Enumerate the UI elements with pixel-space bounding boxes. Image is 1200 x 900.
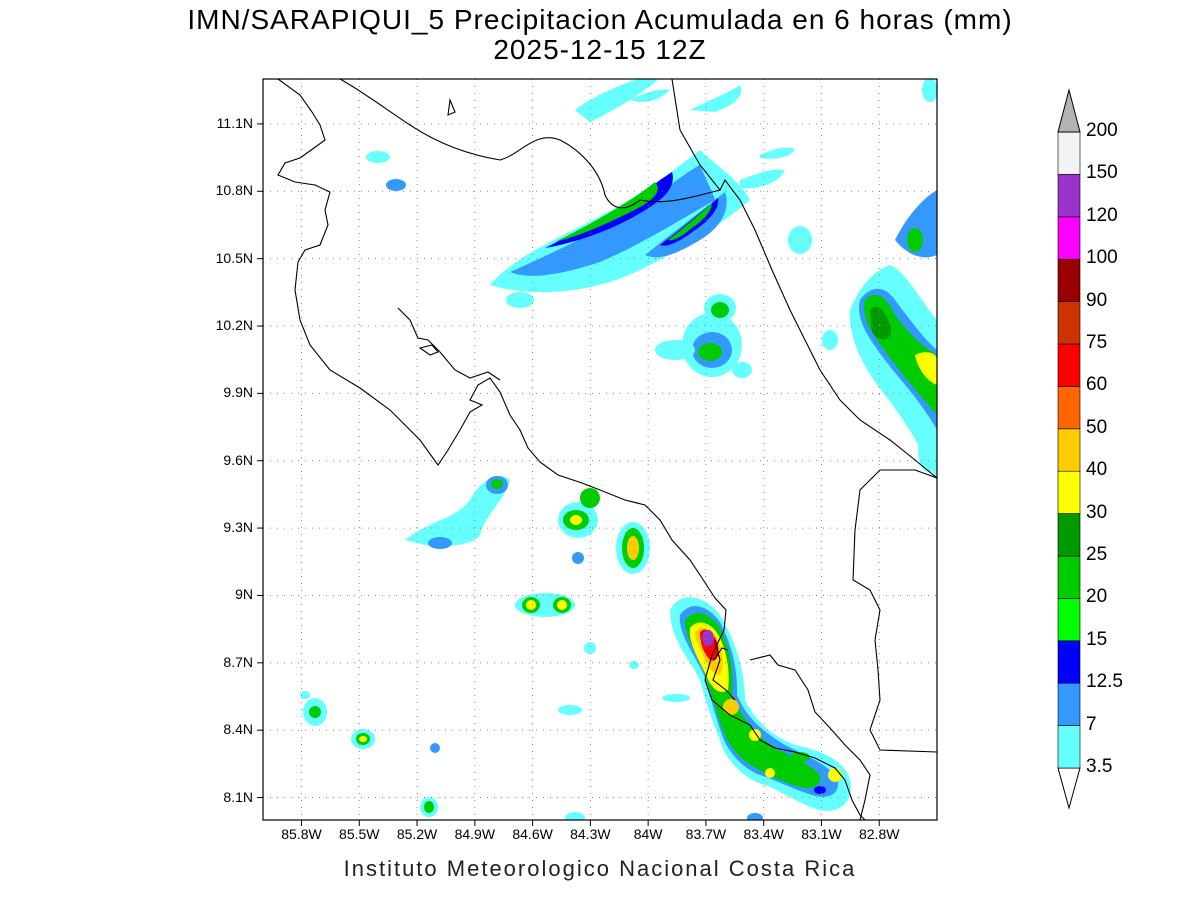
longitude-tick-label: 85.2W xyxy=(396,826,438,842)
rain-band-pacific xyxy=(670,597,851,811)
colorbar-level-label: 100 xyxy=(1086,247,1118,269)
map-title: IMN/SARAPIQUI_5 Precipitacion Acumulada … xyxy=(187,4,1013,35)
colorbar-swatch xyxy=(1057,174,1081,218)
colorbar-swatch xyxy=(1057,216,1081,260)
rain-blobs-central xyxy=(366,151,838,378)
colorbar-swatch xyxy=(1057,640,1081,684)
longitude-tick-label: 85.8W xyxy=(281,826,322,842)
colorbar-level-label: 20 xyxy=(1086,586,1108,608)
axis-ticks xyxy=(257,123,880,826)
colorbar-level-label: 3.5 xyxy=(1086,756,1113,777)
colorbar-level-label: 120 xyxy=(1086,204,1118,226)
latitude-tick-label: 10.5N xyxy=(215,249,253,266)
latitude-tick-label: 9N xyxy=(235,586,253,603)
longitude-tick-label: 83.1W xyxy=(801,826,842,842)
colorbar-swatch xyxy=(1057,301,1081,345)
rain-band-northwest xyxy=(490,79,795,293)
credit-footer: Instituto Meteorologico Nacional Costa R… xyxy=(343,856,857,881)
colorbar-level-label: 200 xyxy=(1086,120,1118,141)
latitude-tick-label: 9.6N xyxy=(223,451,253,468)
colorbar-swatch xyxy=(1057,555,1081,599)
latitude-tick-label: 8.7N xyxy=(223,653,253,670)
rain-band-caribbean xyxy=(849,79,937,480)
colorbar-swatch xyxy=(1057,258,1081,302)
longitude-tick-label: 84.3W xyxy=(570,826,611,842)
colorbar xyxy=(1057,88,1081,810)
colorbar-swatch xyxy=(1057,682,1081,726)
colorbar-arrow-low xyxy=(1057,767,1081,810)
colorbar-level-label: 7 xyxy=(1086,713,1097,735)
colorbar-level-label: 30 xyxy=(1086,501,1108,523)
colorbar-swatch xyxy=(1057,131,1081,175)
latitude-tick-label: 9.3N xyxy=(223,519,253,536)
colorbar-level-label: 50 xyxy=(1086,416,1108,438)
colorbar-level-label: 75 xyxy=(1086,332,1108,353)
colorbar-swatch xyxy=(1057,386,1081,430)
colorbar-swatch xyxy=(1057,598,1081,642)
rain-blobs-south xyxy=(300,476,763,820)
latitude-tick-label: 10.8N xyxy=(215,182,253,199)
latitude-tick-label: 10.2N xyxy=(215,317,253,333)
latitude-tick-label: 8.1N xyxy=(223,788,253,805)
colorbar-level-label: 60 xyxy=(1086,374,1108,396)
colorbar-arrow-high xyxy=(1057,88,1081,133)
longitude-tick-label: 82.8W xyxy=(858,826,900,842)
longitude-tick-label: 83.4W xyxy=(743,826,784,842)
longitude-tick-label: 84W xyxy=(633,826,663,842)
latitude-tick-label: 8.4N xyxy=(223,721,253,738)
colorbar-level-label: 90 xyxy=(1086,289,1108,311)
longitude-tick-label: 84.6W xyxy=(512,826,553,842)
colorbar-swatch xyxy=(1057,513,1081,557)
longitude-tick-label: 85.5W xyxy=(339,826,380,842)
map-frame xyxy=(262,78,938,821)
colorbar-level-label: 25 xyxy=(1086,544,1108,565)
colorbar-level-label: 15 xyxy=(1086,628,1108,650)
latitude-tick-label: 9.9N xyxy=(223,384,253,401)
latitude-tick-label: 11.1N xyxy=(216,114,253,131)
longitude-tick-label: 83.7W xyxy=(685,826,727,842)
colorbar-swatch xyxy=(1057,470,1081,514)
map-grid xyxy=(263,79,937,820)
colorbar-level-label: 150 xyxy=(1086,162,1118,184)
colorbar-level-label: 40 xyxy=(1086,459,1108,481)
colorbar-swatch xyxy=(1057,428,1081,472)
precipitation-field xyxy=(300,79,937,820)
colorbar-swatch xyxy=(1057,725,1081,769)
colorbar-level-label: 12.5 xyxy=(1086,671,1123,693)
longitude-tick-label: 84.9W xyxy=(454,826,496,842)
coastlines xyxy=(277,79,937,820)
map-subtitle-datetime: 2025-12-15 12Z xyxy=(493,34,707,65)
colorbar-swatch xyxy=(1057,343,1081,387)
